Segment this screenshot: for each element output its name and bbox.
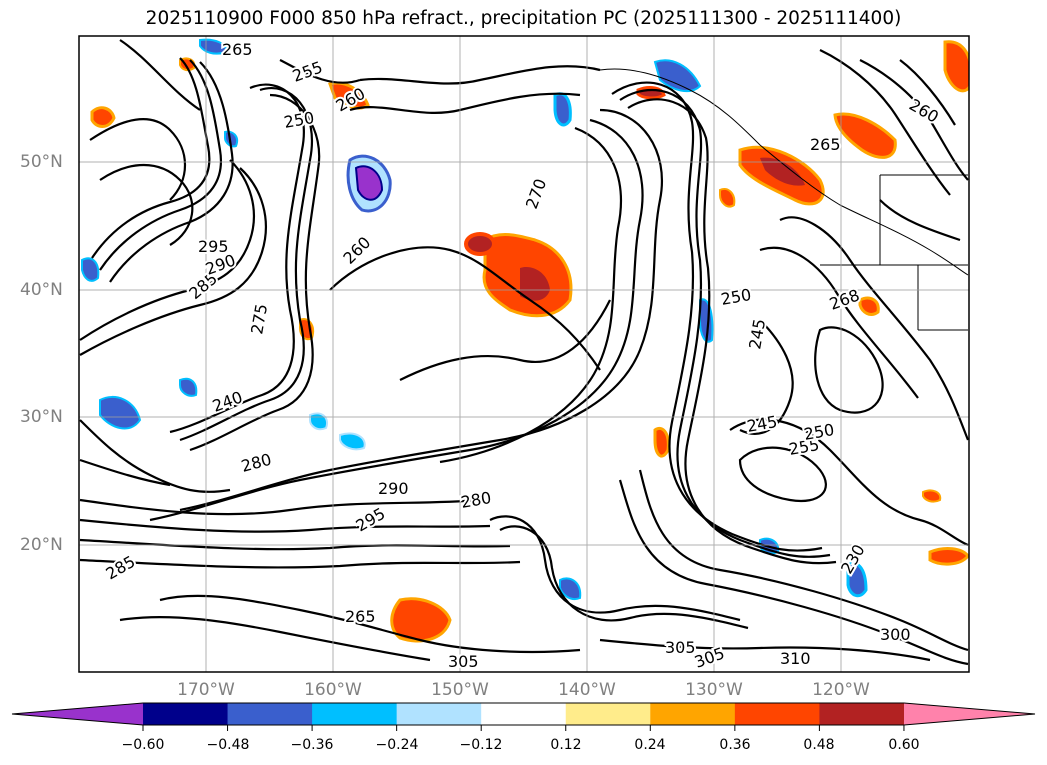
colorbar-segment (650, 703, 736, 725)
plot-area (79, 36, 969, 672)
colorbar-segment (481, 703, 567, 725)
colorbar-tick-label: −0.48 (206, 737, 250, 753)
colorbar-tick-label: −0.24 (375, 737, 419, 753)
positive-precip-areas (90, 40, 969, 643)
colorbar-segment (227, 703, 313, 725)
graticule (79, 36, 969, 672)
colorbar-extend-min (12, 703, 143, 725)
colorbar-tick-label: −0.36 (290, 737, 334, 753)
colorbar-tick-label: 0.12 (550, 737, 582, 753)
contour-label: 295 (198, 237, 229, 256)
colorbar-segment (819, 703, 905, 725)
lat-label-20n: 20°N (20, 535, 63, 555)
lon-label-120w: 120°W (812, 680, 870, 700)
lat-label-50n: 50°N (20, 152, 63, 172)
contour-label: 265 (222, 40, 253, 59)
colorbar-segment (143, 703, 229, 725)
colorbar-tick-label: 0.24 (634, 737, 666, 753)
contour-label: 310 (780, 649, 811, 668)
lon-label-130w: 130°W (685, 680, 743, 700)
contour-label: 300 (880, 625, 911, 644)
colorbar-tick-label: −0.12 (459, 737, 503, 753)
lat-label-30n: 30°N (20, 407, 63, 427)
colorbar-segment (734, 703, 820, 725)
colorbar (11, 702, 1036, 731)
colorbar-tick-label: 0.36 (719, 737, 751, 753)
lon-label-170w: 170°W (177, 680, 235, 700)
colorbar-tick-label: −0.60 (121, 737, 165, 753)
colorbar-segment (312, 703, 398, 725)
colorbar-tick-label: 0.60 (888, 737, 920, 753)
coastlines (599, 68, 969, 331)
contour-label: 290 (378, 479, 409, 498)
lon-label-150w: 150°W (431, 680, 489, 700)
map-title: 2025110900 F000 850 hPa refract., precip… (145, 8, 902, 29)
contour-label: 265 (810, 135, 841, 154)
contour-label: 305 (448, 652, 479, 671)
plot-frame (78, 35, 970, 673)
colorbar-segment (565, 703, 651, 725)
colorbar-tick-label: 0.48 (803, 737, 835, 753)
colorbar-segment (396, 703, 482, 725)
contour-label: 305 (665, 638, 696, 657)
contour-label: 265 (345, 607, 376, 626)
lat-label-40n: 40°N (20, 280, 63, 300)
contour-label: 275 (247, 302, 271, 335)
lon-label-160w: 160°W (304, 680, 362, 700)
lon-label-140w: 140°W (558, 680, 616, 700)
colorbar-extend-max (904, 703, 1035, 725)
